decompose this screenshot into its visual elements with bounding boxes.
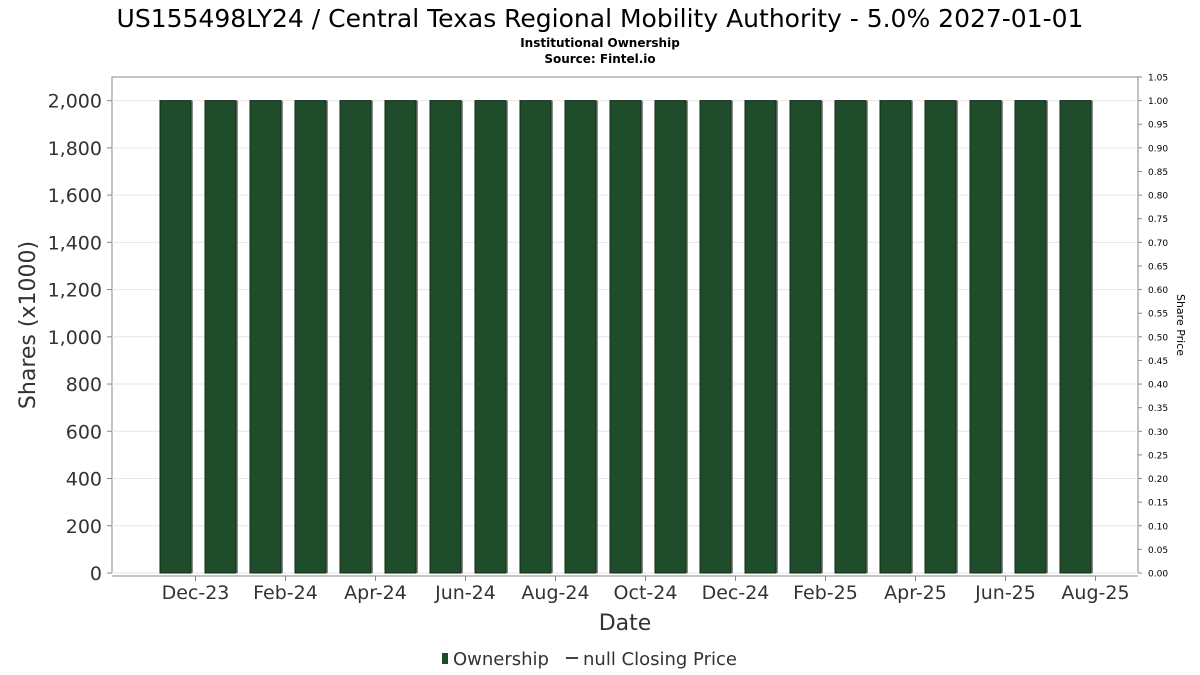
y2-tick-label: 0.45 — [1148, 357, 1168, 367]
x-tick-label: Oct-24 — [614, 582, 678, 604]
y-axis-right: 0.00 0.05 0.10 0.15 0.20 0.25 0.30 0.35 0.40 0.45… — [1138, 74, 1168, 580]
ownership-bar — [384, 100, 417, 574]
y2-tick-label: 0.05 — [1148, 546, 1168, 556]
ownership-bar — [744, 100, 777, 574]
y-axis-left: 0 200 400 600 800 1,000 1,200 1,400 1,600 1,800 2,… — [48, 91, 112, 585]
ownership-bar — [1059, 100, 1092, 574]
ownership-bar — [159, 100, 192, 574]
x-tick-label: Feb-24 — [253, 582, 318, 604]
legend-price-label: null Closing Price — [583, 649, 737, 670]
x-tick-label: Jun-24 — [434, 582, 496, 604]
y2-tick-label: 0.50 — [1148, 333, 1168, 343]
ownership-bar — [564, 100, 597, 574]
y-tick-label: 2,000 — [48, 91, 102, 113]
ownership-bar — [654, 100, 687, 574]
x-tick-label: Apr-25 — [884, 582, 947, 604]
y2-tick-label: 0.70 — [1148, 239, 1168, 249]
chart-subtitle-line-2: Source: Fintel.io — [544, 52, 655, 66]
ownership-bar — [204, 100, 237, 574]
ownership-bar — [924, 100, 957, 574]
ownership-bar — [834, 100, 867, 574]
ownership-bar — [429, 100, 462, 574]
ownership-bar — [699, 100, 732, 574]
x-tick-label: Dec-24 — [702, 582, 770, 604]
ownership-bar — [249, 100, 282, 574]
ownership-bar — [294, 100, 327, 574]
x-axis-label: Date — [599, 611, 652, 636]
y-tick-label: 400 — [66, 469, 102, 491]
ownership-bar — [339, 100, 372, 574]
y2-tick-label: 0.55 — [1148, 310, 1168, 320]
ownership-bar — [1014, 100, 1047, 574]
y2-tick-label: 0.30 — [1148, 428, 1168, 438]
y2-tick-label: 0.85 — [1148, 168, 1168, 178]
ownership-bar — [879, 100, 912, 574]
legend: Ownership null Closing Price — [442, 649, 737, 670]
y-tick-label: 1,000 — [48, 327, 102, 349]
y2-tick-label: 0.40 — [1148, 381, 1168, 391]
y-tick-label: 1,400 — [48, 232, 102, 254]
x-tick-label: Aug-25 — [1061, 582, 1129, 604]
y-tick-label: 1,600 — [48, 185, 102, 207]
y2-tick-label: 1.00 — [1148, 97, 1168, 107]
y2-tick-label: 0.75 — [1148, 215, 1168, 225]
ownership-bar — [969, 100, 1002, 574]
x-tick-label: Jun-25 — [974, 582, 1036, 604]
y-tick-label: 600 — [66, 421, 102, 443]
x-axis: Dec-23 Feb-24 Apr-24 Jun-24 Aug-24 Oct-24 Dec-… — [112, 575, 1138, 604]
x-tick-label: Dec-23 — [162, 582, 230, 604]
x-tick-label: Aug-24 — [521, 582, 589, 604]
ownership-bar — [474, 100, 507, 574]
legend-ownership-label: Ownership — [453, 649, 549, 670]
y-tick-label: 200 — [66, 516, 102, 538]
y2-tick-label: 0.60 — [1148, 286, 1168, 296]
y2-tick-label: 0.15 — [1148, 499, 1168, 509]
chart-subtitle-line-1: Institutional Ownership — [520, 36, 680, 50]
y2-tick-label: 0.80 — [1148, 192, 1168, 202]
y-tick-label: 0 — [90, 563, 102, 585]
y2-tick-label: 0.10 — [1148, 522, 1168, 532]
x-tick-label: Feb-25 — [793, 582, 858, 604]
y-axis-label: Shares (x1000) — [16, 241, 41, 409]
y2-tick-label: 0.00 — [1148, 570, 1168, 580]
y-tick-label: 1,800 — [48, 138, 102, 160]
ownership-bar — [519, 100, 552, 574]
ownership-bars — [159, 100, 1093, 574]
y2-tick-label: 0.65 — [1148, 262, 1168, 272]
y2-tick-label: 0.35 — [1148, 404, 1168, 414]
chart-title: US155498LY24 / Central Texas Regional Mo… — [117, 4, 1084, 33]
y2-tick-label: 0.90 — [1148, 144, 1168, 154]
y2-tick-label: 0.95 — [1148, 121, 1168, 131]
y-tick-label: 1,200 — [48, 280, 102, 302]
ownership-bar — [789, 100, 822, 574]
y2-tick-label: 1.05 — [1148, 74, 1168, 84]
y2-axis-label: Share Price — [1174, 294, 1187, 356]
ownership-bar — [609, 100, 642, 574]
y-tick-label: 800 — [66, 374, 102, 396]
x-tick-label: Apr-24 — [344, 582, 407, 604]
y2-tick-label: 0.20 — [1148, 475, 1168, 485]
y2-tick-label: 0.25 — [1148, 451, 1168, 461]
legend-ownership-swatch — [442, 653, 448, 664]
